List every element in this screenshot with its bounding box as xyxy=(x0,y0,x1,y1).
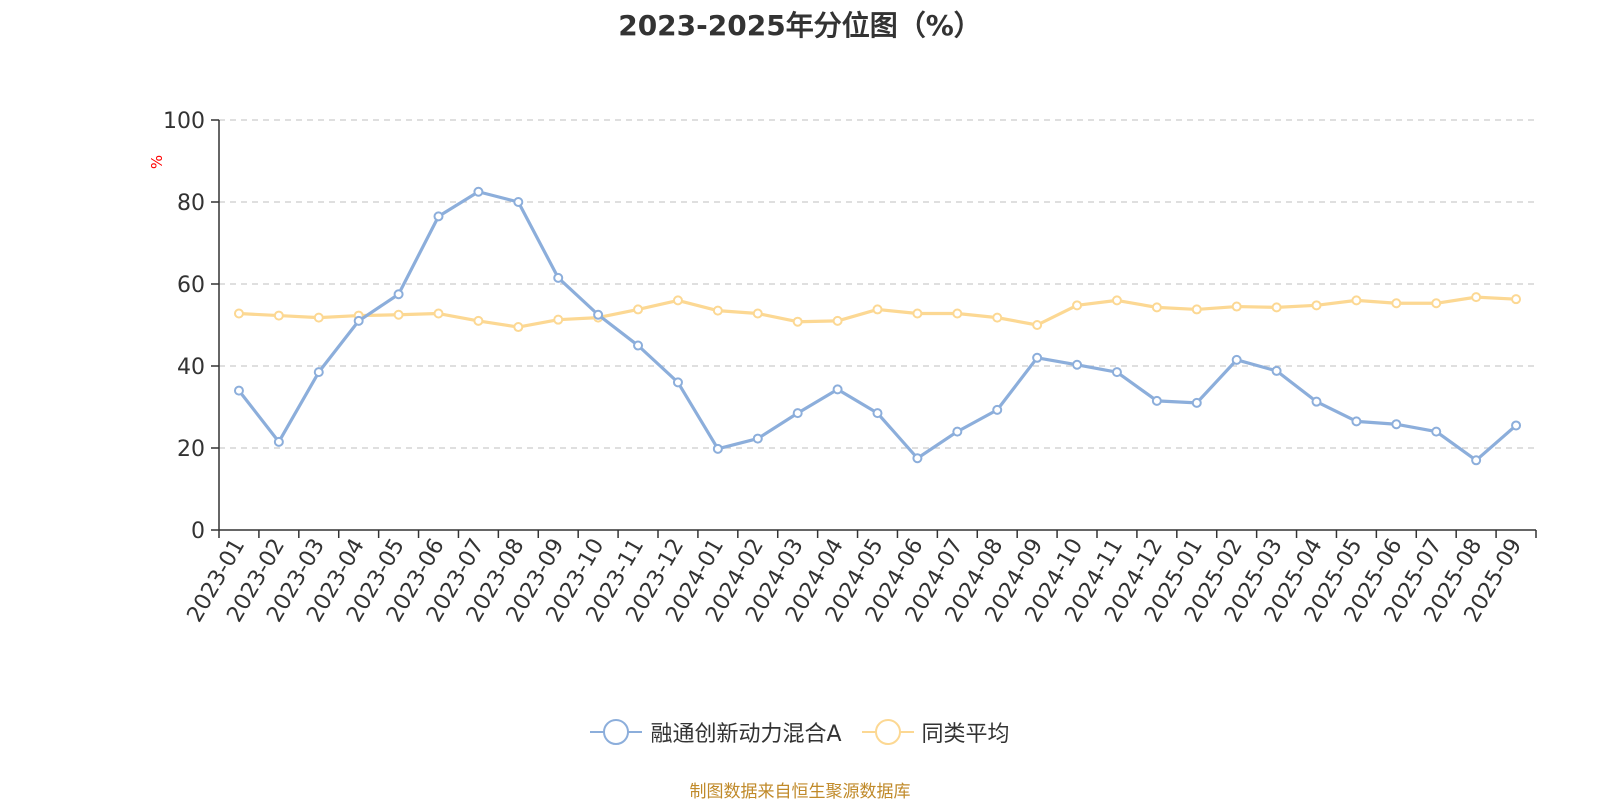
data-point-series-1 xyxy=(832,384,843,395)
data-point-series-2 xyxy=(832,315,843,326)
data-point-series-2 xyxy=(992,312,1003,323)
data-point-series-1 xyxy=(1431,426,1442,437)
data-point-series-1 xyxy=(313,367,324,378)
data-point-series-2 xyxy=(273,310,284,321)
data-point-series-2 xyxy=(912,308,923,319)
data-point-series-1 xyxy=(872,408,883,419)
data-point-series-1 xyxy=(1511,420,1522,431)
data-point-series-1 xyxy=(1151,395,1162,406)
data-point-series-2 xyxy=(1431,298,1442,309)
data-point-series-1 xyxy=(433,211,444,222)
data-point-series-2 xyxy=(1471,292,1482,303)
data-point-series-2 xyxy=(553,314,564,325)
legend-item-series-1[interactable]: 融通创新动力混合A xyxy=(590,716,842,748)
data-point-series-1 xyxy=(1111,367,1122,378)
series-line-1 xyxy=(237,190,1518,462)
y-tick-label: 80 xyxy=(177,191,205,216)
data-point-series-2 xyxy=(1271,302,1282,313)
data-point-series-2 xyxy=(1191,304,1202,315)
data-point-series-1 xyxy=(393,289,404,300)
data-point-series-2 xyxy=(672,295,683,306)
data-point-series-2 xyxy=(1351,295,1362,306)
data-point-series-1 xyxy=(513,197,524,207)
y-tick-label: 40 xyxy=(177,355,205,380)
data-point-series-1 xyxy=(1231,354,1242,365)
y-tick-label: 100 xyxy=(163,109,205,134)
y-tick-label: 0 xyxy=(191,519,205,544)
legend-marker-series-1 xyxy=(590,719,643,745)
data-point-series-1 xyxy=(633,340,644,351)
legend: 融通创新动力混合A 同类平均 xyxy=(0,716,1600,748)
data-point-series-2 xyxy=(952,308,963,319)
data-point-series-1 xyxy=(1351,416,1362,427)
chart-title: 2023-2025年分位图（%） xyxy=(618,9,982,42)
data-point-series-1 xyxy=(1072,359,1083,370)
data-point-series-2 xyxy=(1151,302,1162,313)
data-point-series-2 xyxy=(1231,301,1242,312)
data-point-series-1 xyxy=(952,426,963,437)
data-point-series-2 xyxy=(1111,295,1122,306)
data-point-series-2 xyxy=(872,304,883,315)
data-point-series-2 xyxy=(473,315,484,326)
data-point-series-1 xyxy=(1032,352,1043,363)
legend-marker-series-2 xyxy=(861,719,914,745)
data-point-series-1 xyxy=(473,186,484,197)
data-point-series-1 xyxy=(1471,455,1482,466)
legend-label-series-1: 融通创新动力混合A xyxy=(650,722,842,747)
data-point-series-2 xyxy=(1311,300,1322,311)
data-point-series-1 xyxy=(1311,396,1322,407)
data-point-series-1 xyxy=(792,408,803,419)
data-point-series-1 xyxy=(233,385,244,396)
data-point-series-2 xyxy=(1511,294,1522,305)
legend-label-series-2: 同类平均 xyxy=(921,722,1010,747)
y-axis-unit-label: % xyxy=(148,155,166,169)
data-point-series-2 xyxy=(712,305,723,316)
data-point-series-1 xyxy=(553,272,564,283)
data-point-series-2 xyxy=(1072,300,1083,311)
data-point-series-1 xyxy=(712,443,723,454)
data-point-series-1 xyxy=(912,453,923,464)
data-point-series-2 xyxy=(313,312,324,323)
data-point-series-2 xyxy=(433,308,444,319)
data-point-series-2 xyxy=(792,316,803,327)
data-point-series-1 xyxy=(752,433,763,444)
y-tick-label: 20 xyxy=(177,437,205,462)
data-point-series-2 xyxy=(1391,298,1402,309)
data-point-series-2 xyxy=(513,322,524,333)
data-point-series-2 xyxy=(233,308,244,319)
data-point-series-1 xyxy=(1191,397,1202,408)
data-point-series-1 xyxy=(1391,419,1402,430)
data-source-note: 制图数据来自恒生聚源数据库 xyxy=(689,782,911,802)
data-point-series-1 xyxy=(273,436,284,447)
data-point-series-2 xyxy=(393,309,404,320)
data-point-series-2 xyxy=(1032,320,1043,330)
legend-item-series-2[interactable]: 同类平均 xyxy=(861,716,1010,748)
y-tick-label: 60 xyxy=(177,273,205,298)
data-point-series-1 xyxy=(593,309,604,320)
data-point-series-1 xyxy=(1271,365,1282,376)
data-point-series-1 xyxy=(672,377,683,388)
data-point-series-1 xyxy=(353,315,364,326)
data-point-series-1 xyxy=(992,404,1003,415)
data-point-series-2 xyxy=(752,308,763,319)
data-point-series-2 xyxy=(633,304,644,315)
